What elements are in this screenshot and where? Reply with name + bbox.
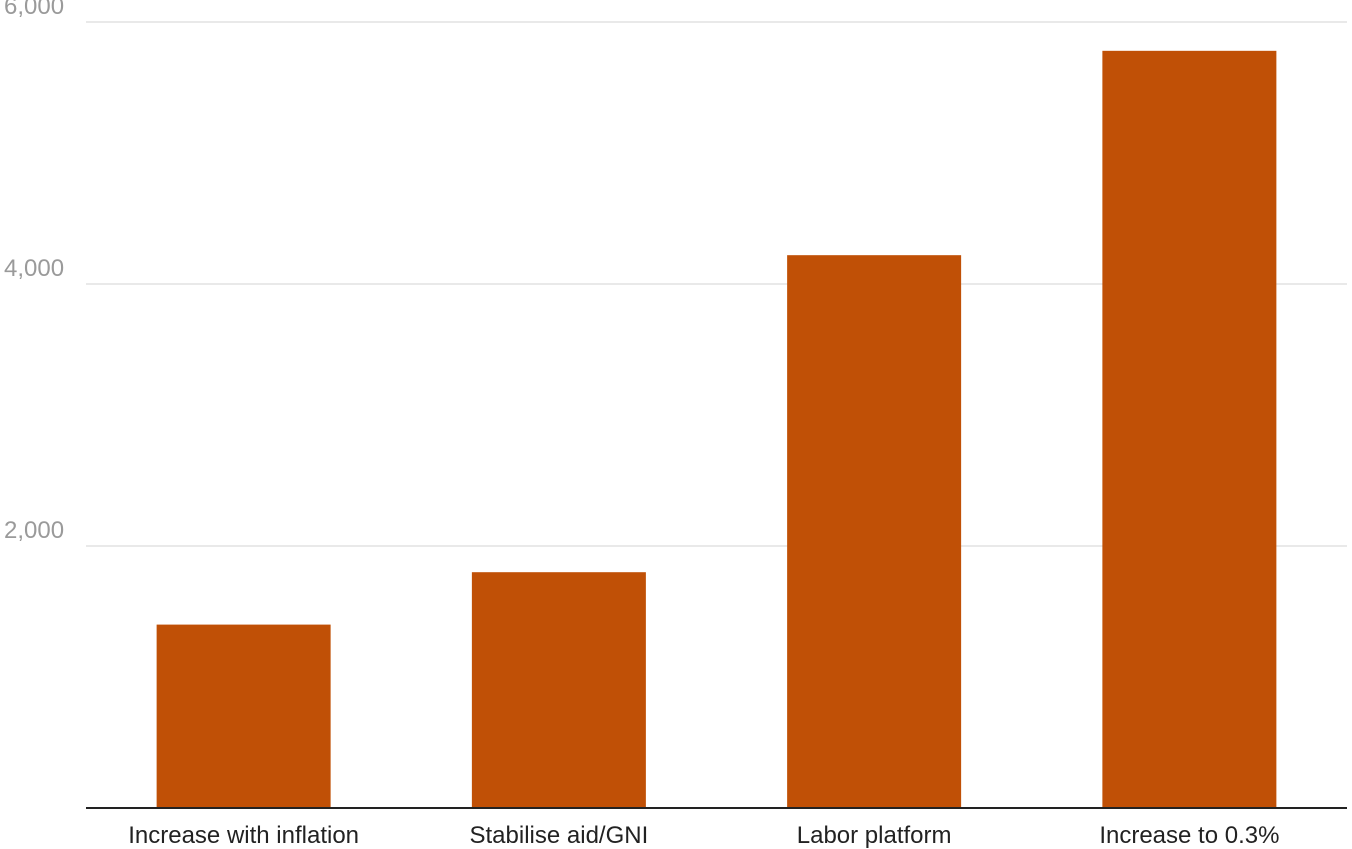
x-tick-label-0: Increase with inflation bbox=[128, 822, 359, 849]
y-axis-tick-labels: 2,000 4,000 6,000 bbox=[4, 0, 64, 544]
y-tick-label-2: 6,000 bbox=[4, 0, 64, 20]
bars bbox=[156, 50, 1277, 808]
x-tick-label-3: Increase to 0.3% bbox=[1099, 822, 1279, 849]
y-tick-label-0: 2,000 bbox=[4, 517, 64, 544]
x-tick-label-1: Stabilise aid/GNI bbox=[470, 822, 649, 849]
y-tick-label-1: 4,000 bbox=[4, 255, 64, 282]
bar-3 bbox=[1102, 50, 1277, 808]
bar-0 bbox=[156, 624, 331, 808]
x-axis-tick-labels: Increase with inflation Stabilise aid/GNI… bbox=[128, 822, 1279, 849]
bar-1 bbox=[471, 572, 646, 808]
bar-2 bbox=[787, 255, 962, 808]
x-tick-label-2: Labor platform bbox=[797, 822, 952, 849]
